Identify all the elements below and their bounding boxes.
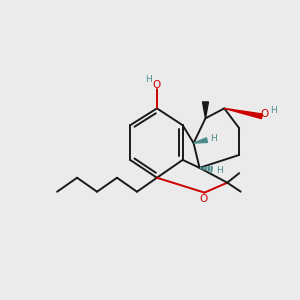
Text: H: H [210, 134, 217, 143]
Polygon shape [224, 108, 262, 118]
Polygon shape [202, 102, 208, 118]
Polygon shape [194, 138, 208, 143]
Text: H: H [145, 75, 152, 84]
Text: H: H [216, 166, 223, 175]
Text: O: O [261, 109, 269, 119]
Text: O: O [199, 194, 207, 203]
Text: O: O [153, 80, 161, 90]
Text: H: H [270, 106, 277, 115]
